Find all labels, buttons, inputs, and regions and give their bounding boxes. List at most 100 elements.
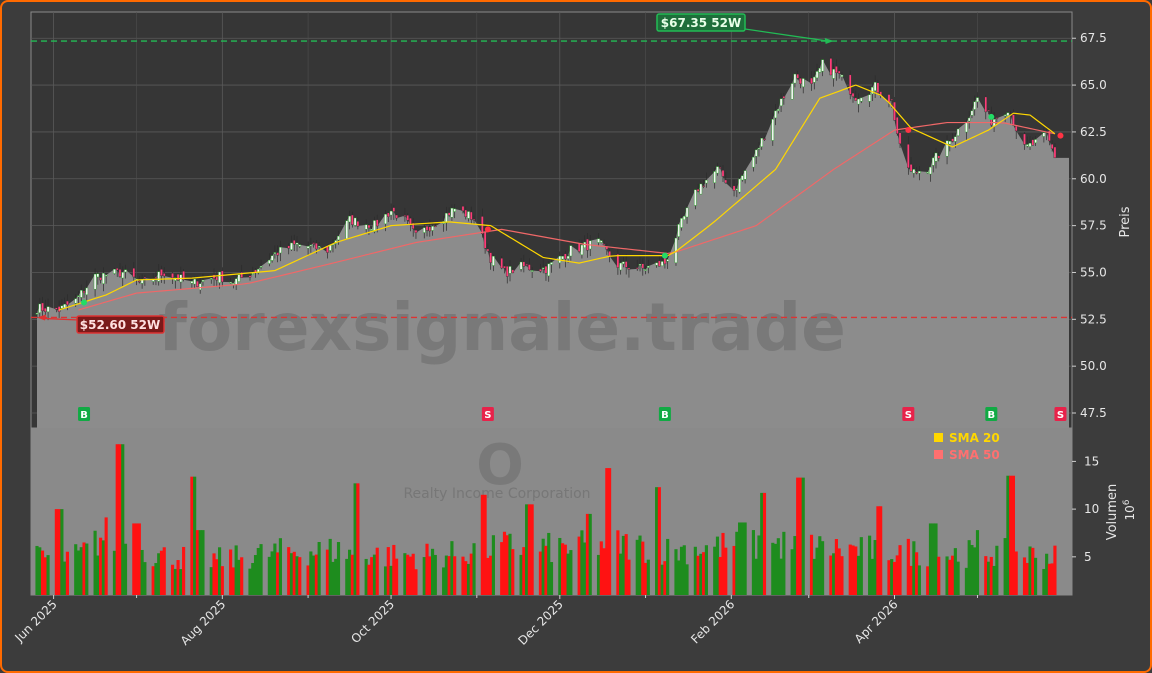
candle-body: [60, 305, 64, 309]
candle-body: [973, 101, 976, 110]
candle-body: [984, 96, 988, 113]
volume-bar: [483, 494, 487, 595]
candle-body: [544, 265, 548, 274]
volume-bar: [220, 566, 224, 595]
candle-body: [647, 265, 650, 268]
volume-bar: [356, 483, 360, 595]
volume-bar: [699, 553, 703, 595]
candle-body: [530, 270, 534, 272]
volume-bar: [832, 553, 836, 595]
volume-bar: [934, 523, 938, 595]
candle-body: [945, 140, 949, 157]
candle-body: [1023, 133, 1026, 145]
volume-bar: [696, 555, 700, 595]
volume-bar: [693, 546, 697, 595]
buy-signal-badge: [658, 407, 671, 421]
candle-body: [251, 273, 255, 275]
volume-bar: [240, 557, 244, 595]
candle-body: [74, 298, 78, 304]
volume-bar: [989, 556, 993, 595]
price-tick-label: 57.5: [1080, 219, 1107, 233]
candle-body: [82, 290, 86, 293]
volume-bar: [821, 541, 825, 595]
price-axis-label: Preis: [1118, 206, 1133, 237]
candle-body: [638, 264, 642, 266]
volume-bar: [782, 531, 786, 595]
candle-body: [641, 263, 645, 269]
price-tick-label: 60.0: [1080, 172, 1107, 186]
candle-body: [464, 209, 468, 218]
candle-body: [1048, 130, 1051, 142]
candle-body: [508, 266, 512, 274]
candle-body: [367, 224, 371, 229]
candle-body: [829, 58, 833, 76]
candle-body: [931, 157, 935, 166]
candle-body: [41, 302, 44, 311]
volume-axis-label: Volumen: [1105, 484, 1120, 541]
candle-body: [209, 278, 213, 280]
candle-body: [66, 300, 69, 306]
candle-body: [124, 269, 127, 273]
candle-body: [815, 71, 819, 79]
volume-bar: [1006, 475, 1010, 595]
candle-body: [779, 98, 783, 107]
volume-bar: [502, 531, 507, 595]
svg-text:106: 106: [1122, 499, 1137, 520]
candle-body: [801, 78, 805, 88]
volume-bar: [937, 556, 941, 595]
candle-body: [395, 214, 398, 219]
volume-bar: [195, 530, 200, 595]
volume-bar: [915, 552, 919, 595]
volume-bar: [193, 476, 197, 595]
volume-bar: [956, 561, 960, 595]
candle-body: [699, 183, 703, 195]
volume-bar: [101, 540, 105, 595]
high-52w-arrow: [744, 28, 828, 42]
volume-bar: [118, 444, 122, 595]
volume-bar: [643, 562, 648, 595]
candle-body: [345, 220, 349, 239]
candle-body: [948, 141, 952, 145]
volume-bar: [840, 556, 844, 595]
volume-bar: [57, 509, 61, 595]
volume-bar: [563, 544, 567, 595]
candle-body: [467, 211, 470, 219]
volume-bar: [527, 504, 531, 595]
candle-body: [461, 206, 465, 212]
volume-bar: [754, 558, 758, 595]
candle-body: [483, 231, 487, 249]
candle-body: [851, 92, 855, 97]
volume-bar: [906, 538, 910, 595]
candle-body: [295, 242, 299, 245]
volume-bar: [1034, 557, 1038, 595]
candle-body: [240, 272, 243, 278]
candle-body: [541, 267, 545, 270]
candle-body: [115, 268, 119, 271]
volume-bar: [135, 523, 139, 595]
volume-bar: [372, 554, 377, 595]
date-tick-label: Feb 2026: [688, 597, 737, 646]
volume-bar: [1011, 475, 1016, 595]
volume-bar: [558, 537, 562, 595]
legend-sma50-label: SMA 50: [949, 448, 1000, 462]
candle-body: [44, 307, 47, 312]
legend-sma50-swatch: [934, 450, 943, 459]
volume-bar: [348, 549, 352, 595]
candle-body: [954, 136, 957, 142]
volume-bar: [336, 542, 341, 595]
candle-body: [738, 178, 741, 193]
candle-body: [702, 185, 705, 187]
volume-bar: [674, 549, 678, 595]
price-tick-label: 65.0: [1080, 78, 1107, 92]
volume-bar: [1045, 553, 1049, 595]
volume-bar: [762, 492, 767, 595]
candle-body: [929, 166, 932, 175]
volume-bar: [793, 536, 797, 595]
buy-signal-dot: [81, 299, 88, 306]
candle-body: [290, 242, 293, 250]
candle-body: [716, 166, 719, 174]
candle-body: [171, 273, 174, 279]
candle-body: [1025, 144, 1029, 147]
volume-bar: [679, 546, 684, 595]
buy-signal-dot: [988, 113, 995, 120]
